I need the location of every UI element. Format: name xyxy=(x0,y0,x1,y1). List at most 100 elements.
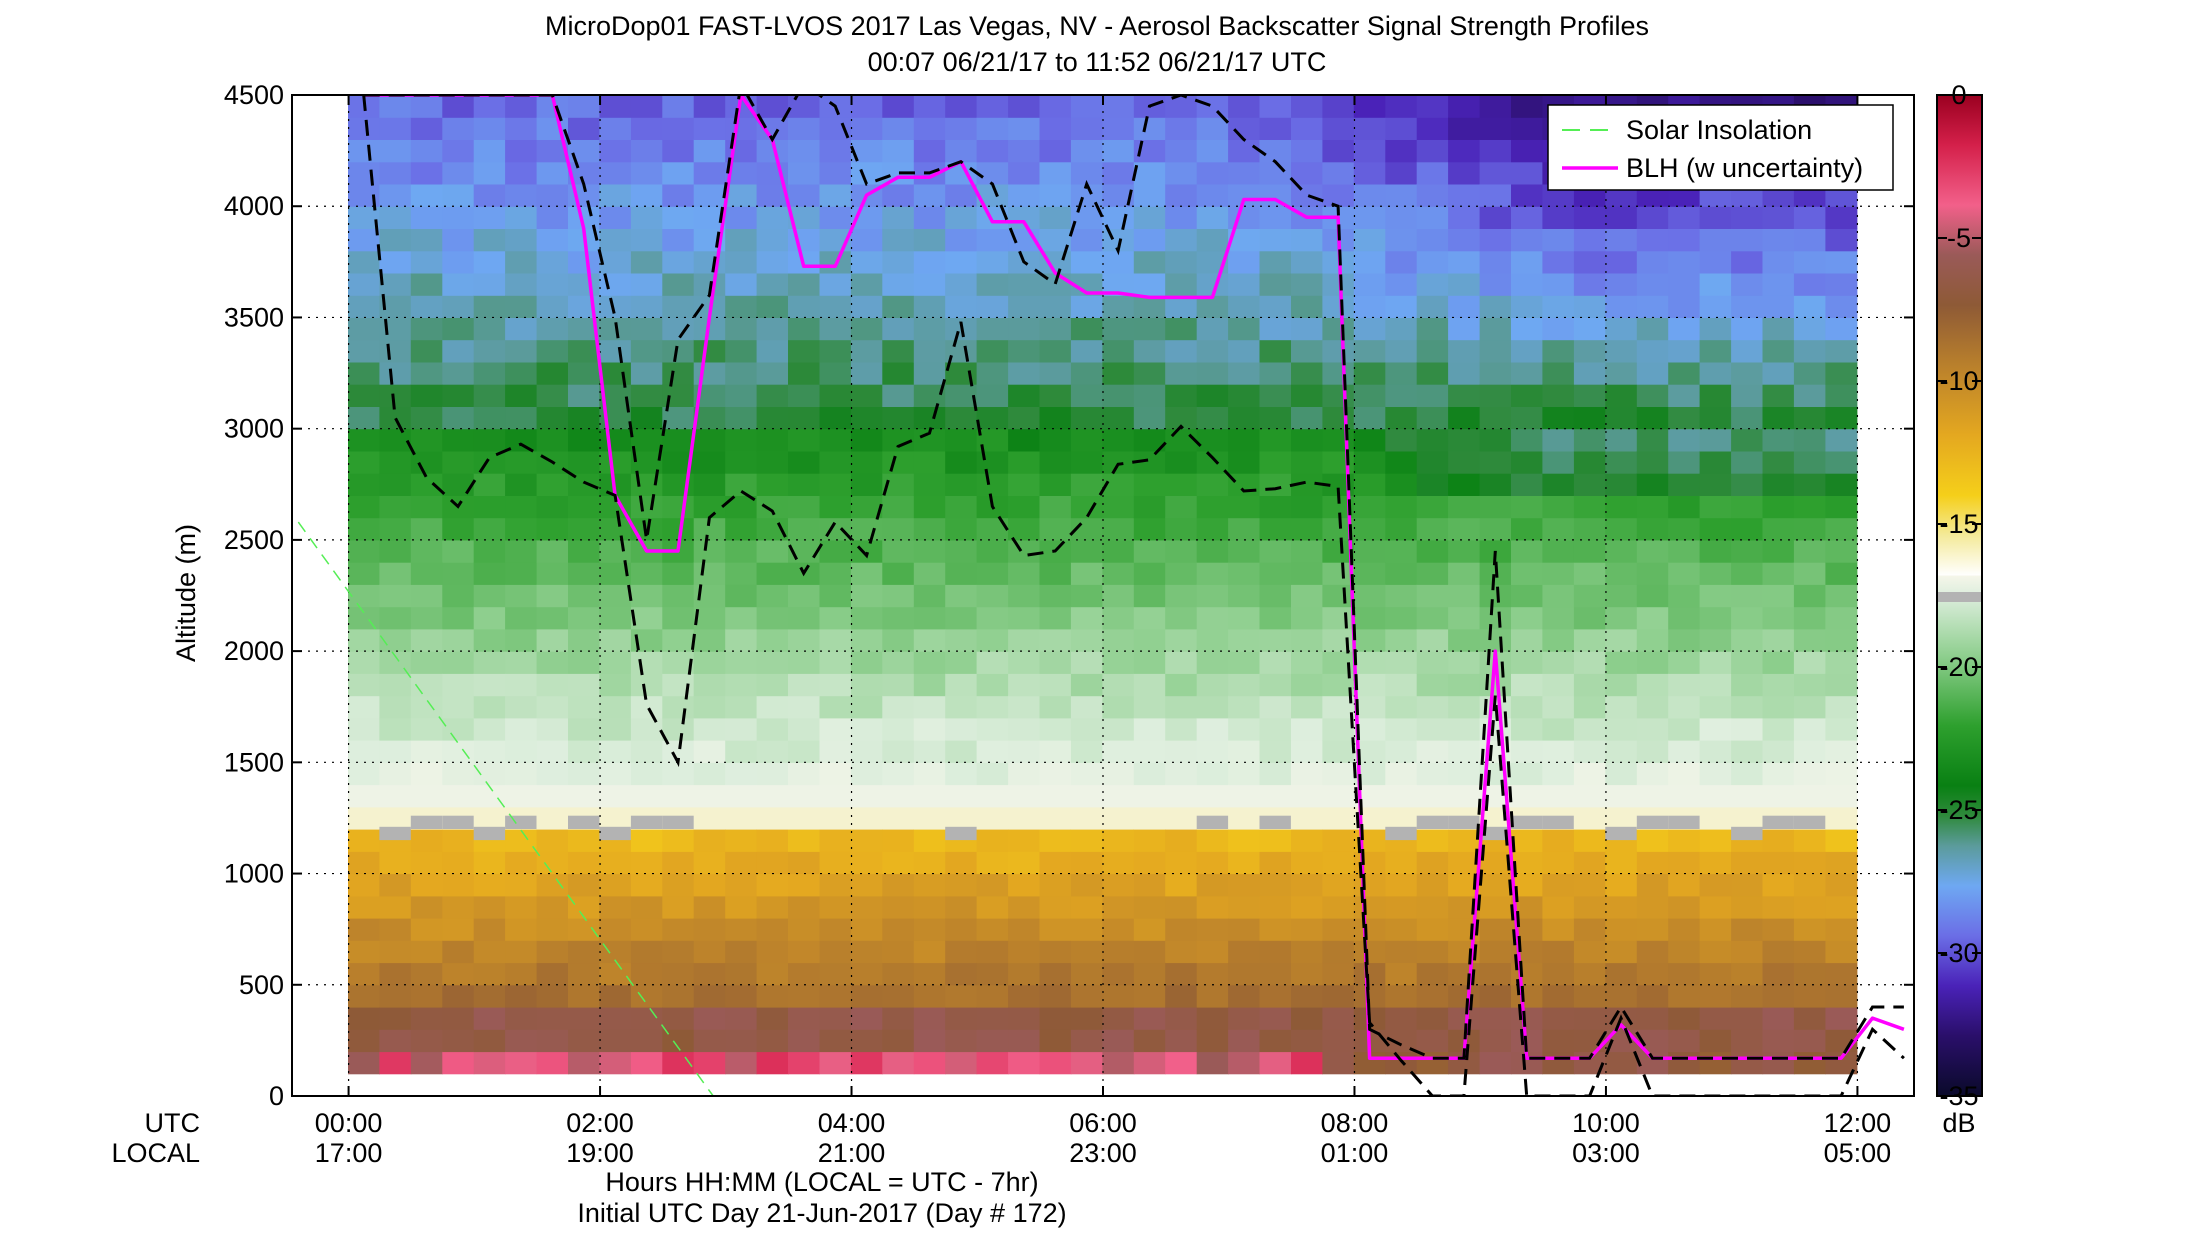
heatmap-cell xyxy=(945,851,978,875)
heatmap-cell xyxy=(756,428,789,452)
heatmap-cell xyxy=(1133,717,1166,741)
heatmap-cell xyxy=(756,273,789,296)
heatmap-cell xyxy=(1102,784,1135,808)
heatmap-cell xyxy=(1416,606,1449,630)
heatmap-cell xyxy=(599,695,632,719)
heatmap-cell xyxy=(788,406,820,430)
heatmap-cell xyxy=(1793,428,1826,452)
heatmap-cell xyxy=(1699,962,1732,986)
heatmap-cell xyxy=(1573,962,1606,986)
heatmap-cell xyxy=(1636,361,1669,385)
heatmap-cell xyxy=(1228,517,1261,541)
heatmap-cell xyxy=(630,940,663,964)
heatmap-cell xyxy=(1636,428,1669,452)
heatmap-cell xyxy=(788,428,820,452)
heatmap-cell xyxy=(913,517,946,541)
heatmap-cell xyxy=(1039,784,1072,808)
heatmap-cell xyxy=(568,851,600,875)
heatmap-cell xyxy=(1636,339,1669,363)
heatmap-cell xyxy=(1165,517,1198,541)
heatmap-cell xyxy=(1353,673,1386,697)
colorbar-tick-label: -15 xyxy=(1939,509,1978,539)
heatmap-cell xyxy=(945,918,978,941)
heatmap-cell xyxy=(410,628,443,652)
heatmap-cell xyxy=(1353,628,1386,652)
heatmap-cell xyxy=(1070,495,1103,519)
heatmap-cell xyxy=(1039,695,1072,719)
heatmap-cell xyxy=(1699,339,1732,363)
heatmap-cell xyxy=(756,517,789,541)
heatmap-cell xyxy=(568,339,600,363)
heatmap-cell xyxy=(1448,606,1481,630)
heatmap-cell xyxy=(693,161,726,185)
heatmap-cell xyxy=(1322,584,1355,608)
heatmap-cell xyxy=(945,95,978,118)
heatmap-cell xyxy=(1228,1029,1261,1053)
heatmap-cell xyxy=(1416,695,1449,719)
heatmap-cell xyxy=(850,740,883,763)
heatmap-cell xyxy=(1636,473,1669,496)
heatmap-cell xyxy=(1731,762,1764,786)
heatmap-cell xyxy=(1448,651,1481,674)
heatmap-cell xyxy=(850,228,883,252)
heatmap-cell xyxy=(725,1051,758,1075)
heatmap-cell xyxy=(1416,762,1449,786)
heatmap-cell xyxy=(1511,717,1543,741)
heatmap-gray-cell xyxy=(1259,815,1291,829)
heatmap-cell xyxy=(1228,606,1261,630)
heatmap-cell xyxy=(1636,495,1669,519)
heatmap-cell xyxy=(1448,206,1481,229)
heatmap-cell xyxy=(1070,695,1103,719)
heatmap-cell xyxy=(568,606,600,630)
heatmap-cell xyxy=(1259,673,1292,697)
heatmap-cell xyxy=(473,762,506,786)
heatmap-cell xyxy=(348,361,380,385)
heatmap-cell xyxy=(1385,206,1418,229)
heatmap-cell xyxy=(1039,806,1072,830)
heatmap-cell xyxy=(1133,361,1166,385)
heatmap-cell xyxy=(1479,228,1512,252)
heatmap-cell xyxy=(1322,273,1355,296)
heatmap-cell xyxy=(568,317,600,341)
heatmap-cell xyxy=(410,361,443,385)
heatmap-cell xyxy=(1039,428,1072,452)
heatmap-cell xyxy=(1479,895,1512,919)
heatmap-cell xyxy=(536,250,569,274)
heatmap-cell xyxy=(945,895,978,919)
heatmap-cell xyxy=(599,940,632,964)
heatmap-cell xyxy=(976,228,1009,252)
heatmap-cell xyxy=(1228,1007,1261,1030)
heatmap-cell xyxy=(976,918,1009,941)
heatmap-cell xyxy=(568,829,600,852)
heatmap-cell xyxy=(945,984,978,1008)
heatmap-cell xyxy=(1605,228,1638,252)
heatmap-cell xyxy=(788,851,820,875)
heatmap-cell xyxy=(1479,295,1512,318)
heatmap-cell xyxy=(1668,228,1701,252)
heatmap-cell xyxy=(1511,317,1543,341)
heatmap-cell xyxy=(1385,184,1418,207)
heatmap-cell xyxy=(756,628,789,652)
heatmap-cell xyxy=(505,339,538,363)
heatmap-cell xyxy=(725,295,758,318)
heatmap-cell xyxy=(1102,1029,1135,1053)
heatmap-cell xyxy=(1699,450,1732,474)
heatmap-cell xyxy=(1605,361,1638,385)
heatmap-cell xyxy=(1259,539,1292,563)
heatmap-cell xyxy=(536,695,569,719)
heatmap-cell xyxy=(1259,940,1292,964)
heatmap-cell xyxy=(505,184,538,207)
heatmap-cell xyxy=(1793,873,1826,897)
heatmap-cell xyxy=(410,962,443,986)
heatmap-cell xyxy=(725,539,758,563)
heatmap-cell xyxy=(1825,406,1858,430)
heatmap-cell xyxy=(1102,829,1135,852)
heatmap-cell xyxy=(1511,184,1543,207)
heatmap-cell xyxy=(756,717,789,741)
heatmap-cell xyxy=(1385,339,1418,363)
heatmap-cell xyxy=(1291,117,1323,140)
heatmap-cell xyxy=(913,984,946,1008)
heatmap-cell xyxy=(1511,361,1543,385)
heatmap-cell xyxy=(1825,606,1858,630)
heatmap-cell xyxy=(1605,918,1638,941)
